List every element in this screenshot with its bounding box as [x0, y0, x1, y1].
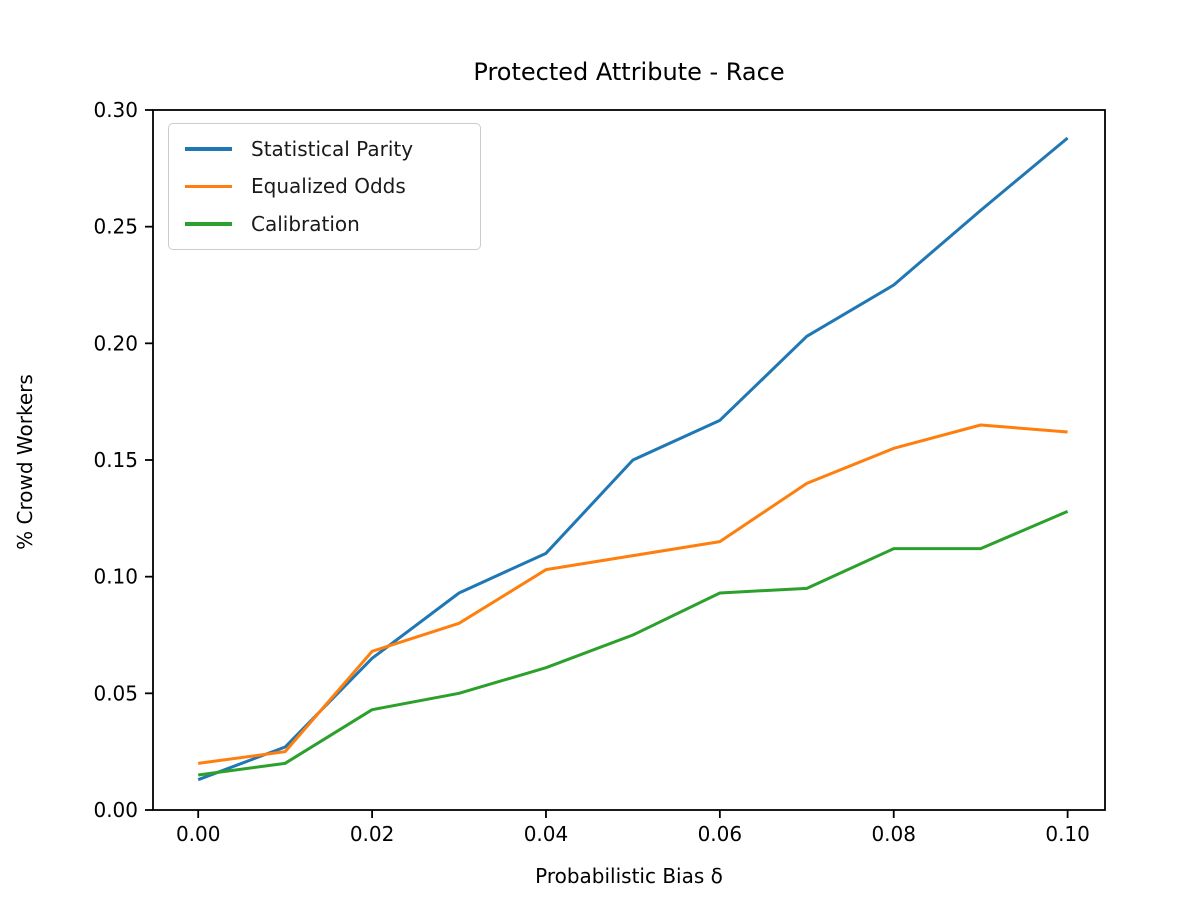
legend: Statistical Parity Equalized Odds Calibrat… — [168, 123, 481, 250]
y-tick-label-5: 0.25 — [93, 215, 138, 239]
x-tick-label-1: 0.02 — [350, 822, 395, 846]
x-tick-label-0: 0.00 — [176, 822, 221, 846]
legend-label: Equalized Odds — [251, 174, 406, 199]
x-tick-label-3: 0.06 — [698, 822, 743, 846]
y-axis-label: % Crowd Workers — [13, 374, 37, 550]
x-axis-label: Probabilistic Bias δ — [535, 864, 723, 888]
x-tick-label-2: 0.04 — [524, 822, 569, 846]
x-tick-label-4: 0.08 — [871, 822, 916, 846]
series-line-1 — [198, 423, 1068, 765]
x-tick-label-5: 0.10 — [1045, 822, 1090, 846]
legend-label: Statistical Parity — [251, 136, 414, 161]
series-line-0 — [197, 136, 1069, 782]
legend-item-0: Statistical Parity — [169, 132, 480, 166]
series-line-2 — [198, 509, 1069, 777]
legend-label: Calibration — [251, 212, 360, 237]
legend-line-swatch — [185, 184, 232, 189]
y-tick-label-1: 0.05 — [93, 681, 138, 705]
y-tick-label-3: 0.15 — [93, 448, 138, 472]
legend-item-2: Calibration — [169, 207, 480, 241]
y-tick-label-6: 0.30 — [93, 98, 138, 122]
y-tick-label-4: 0.20 — [93, 331, 138, 355]
legend-item-1: Equalized Odds — [169, 169, 480, 203]
y-tick-label-0: 0.00 — [93, 798, 138, 822]
y-tick-label-2: 0.10 — [93, 565, 138, 589]
legend-line-swatch — [185, 222, 232, 226]
chart-title: Protected Attribute - Race — [473, 58, 785, 86]
legend-line-swatch — [185, 147, 232, 151]
